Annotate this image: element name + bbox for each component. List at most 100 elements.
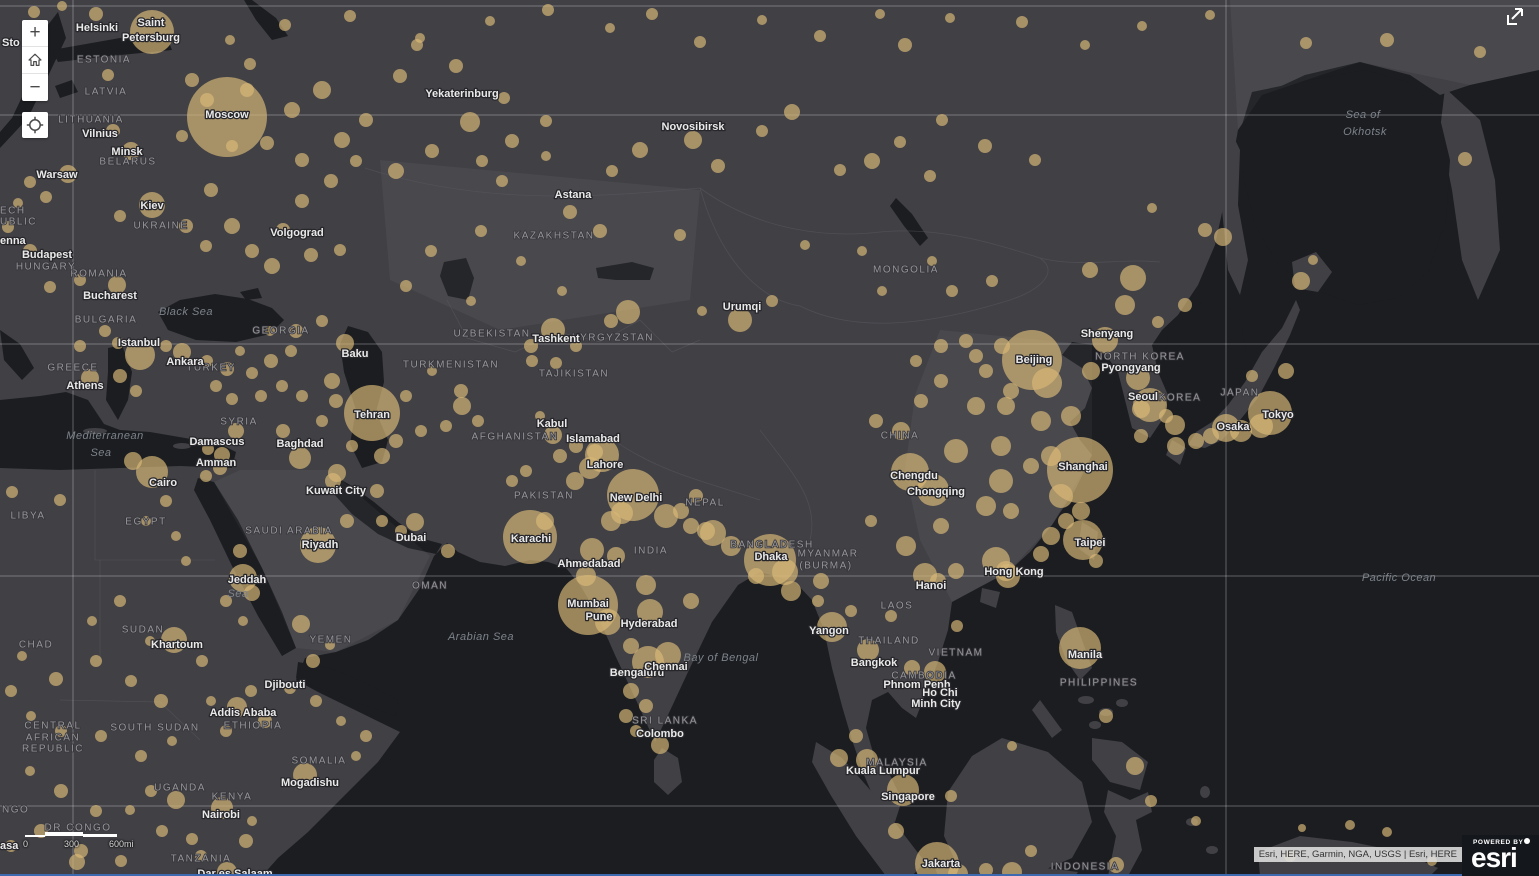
city-bubble[interactable]	[156, 825, 168, 837]
city-bubble[interactable]	[374, 448, 390, 464]
city-bubble[interactable]	[125, 675, 137, 687]
city-bubble[interactable]	[285, 345, 297, 357]
city-bubble[interactable]	[74, 340, 86, 352]
city-bubble[interactable]	[864, 153, 880, 169]
city-bubble[interactable]	[17, 651, 27, 661]
city-bubble[interactable]	[108, 276, 126, 294]
city-bubble[interactable]	[415, 425, 427, 437]
city-bubble[interactable]	[996, 564, 1020, 588]
city-bubble[interactable]	[1278, 363, 1294, 379]
city-bubble[interactable]	[496, 175, 508, 187]
city-bubble[interactable]	[139, 192, 165, 218]
city-bubble[interactable]	[1137, 21, 1147, 31]
city-bubble[interactable]	[393, 69, 407, 83]
city-bubble[interactable]	[1059, 627, 1101, 669]
city-bubble[interactable]	[279, 19, 291, 31]
city-bubble[interactable]	[160, 340, 172, 352]
city-bubble[interactable]	[226, 140, 238, 152]
city-bubble[interactable]	[542, 4, 554, 16]
city-bubble[interactable]	[210, 380, 222, 392]
city-bubble[interactable]	[930, 573, 946, 589]
city-bubble[interactable]	[289, 447, 311, 469]
city-bubble[interactable]	[102, 69, 114, 81]
city-bubble[interactable]	[225, 35, 235, 45]
city-bubble[interactable]	[5, 685, 17, 697]
city-bubble[interactable]	[265, 326, 275, 336]
city-bubble[interactable]	[623, 683, 639, 699]
city-bubble[interactable]	[595, 609, 621, 635]
city-bubble[interactable]	[924, 661, 946, 683]
city-bubble[interactable]	[49, 672, 63, 686]
city-bubble[interactable]	[217, 862, 237, 876]
city-bubble[interactable]	[24, 176, 36, 188]
city-bubble[interactable]	[948, 864, 968, 876]
city-bubble[interactable]	[541, 318, 565, 342]
city-bubble[interactable]	[856, 749, 878, 771]
city-bubble[interactable]	[569, 439, 583, 453]
city-bubble[interactable]	[224, 218, 240, 234]
city-bubble[interactable]	[1212, 414, 1240, 442]
city-bubble[interactable]	[167, 791, 185, 809]
city-bubble[interactable]	[113, 369, 127, 383]
city-bubble[interactable]	[276, 380, 288, 392]
city-bubble[interactable]	[1474, 46, 1486, 58]
city-bubble[interactable]	[997, 397, 1015, 415]
city-bubble[interactable]	[877, 286, 887, 296]
city-bubble[interactable]	[636, 575, 656, 595]
city-bubble[interactable]	[892, 422, 910, 440]
city-bubble[interactable]	[95, 730, 107, 742]
city-bubble[interactable]	[54, 784, 68, 798]
city-bubble[interactable]	[979, 863, 993, 876]
city-bubble[interactable]	[295, 153, 309, 167]
city-bubble[interactable]	[181, 556, 191, 566]
city-bubble[interactable]	[1016, 16, 1028, 28]
city-bubble[interactable]	[74, 274, 86, 286]
city-bubble[interactable]	[637, 599, 663, 625]
city-bubble[interactable]	[1126, 757, 1144, 775]
city-bubble[interactable]	[59, 165, 77, 183]
city-bubble[interactable]	[766, 295, 778, 307]
city-bubble[interactable]	[924, 170, 936, 182]
city-bubble[interactable]	[563, 205, 577, 219]
city-bubble[interactable]	[13, 198, 23, 208]
city-bubble[interactable]	[1080, 40, 1090, 50]
city-bubble[interactable]	[186, 833, 198, 845]
city-bubble[interactable]	[865, 515, 877, 527]
city-bubble[interactable]	[1049, 484, 1073, 508]
city-bubble[interactable]	[616, 300, 640, 324]
city-bubble[interactable]	[914, 394, 928, 408]
city-bubble[interactable]	[1246, 370, 1258, 382]
city-bubble[interactable]	[340, 514, 354, 528]
city-bubble[interactable]	[1205, 10, 1215, 20]
city-bubble[interactable]	[441, 544, 455, 558]
city-bubble[interactable]	[136, 456, 168, 488]
city-bubble[interactable]	[857, 246, 867, 256]
city-bubble[interactable]	[813, 573, 829, 589]
city-bubble[interactable]	[553, 449, 567, 463]
city-bubble[interactable]	[976, 496, 996, 516]
city-bubble[interactable]	[54, 494, 66, 506]
city-bubble[interactable]	[834, 164, 846, 176]
city-bubble[interactable]	[26, 711, 36, 721]
city-bubble[interactable]	[674, 229, 686, 241]
city-bubble[interactable]	[324, 174, 338, 188]
city-bubble[interactable]	[800, 240, 810, 250]
city-bubble[interactable]	[535, 411, 545, 421]
city-bubble[interactable]	[944, 439, 968, 463]
city-bubble[interactable]	[154, 694, 168, 708]
city-bubble[interactable]	[324, 373, 340, 389]
city-bubble[interactable]	[593, 224, 607, 238]
city-bubble[interactable]	[969, 349, 983, 363]
city-bubble[interactable]	[904, 660, 920, 676]
city-bubble[interactable]	[260, 136, 274, 150]
city-bubble[interactable]	[1159, 409, 1173, 423]
city-bubble[interactable]	[114, 595, 126, 607]
city-bubble[interactable]	[44, 281, 56, 293]
city-bubble[interactable]	[211, 797, 233, 819]
city-bubble[interactable]	[1072, 502, 1090, 520]
city-bubble[interactable]	[167, 736, 177, 746]
city-bubble[interactable]	[1167, 437, 1185, 455]
city-bubble[interactable]	[1082, 362, 1100, 380]
city-bubble[interactable]	[606, 165, 618, 177]
